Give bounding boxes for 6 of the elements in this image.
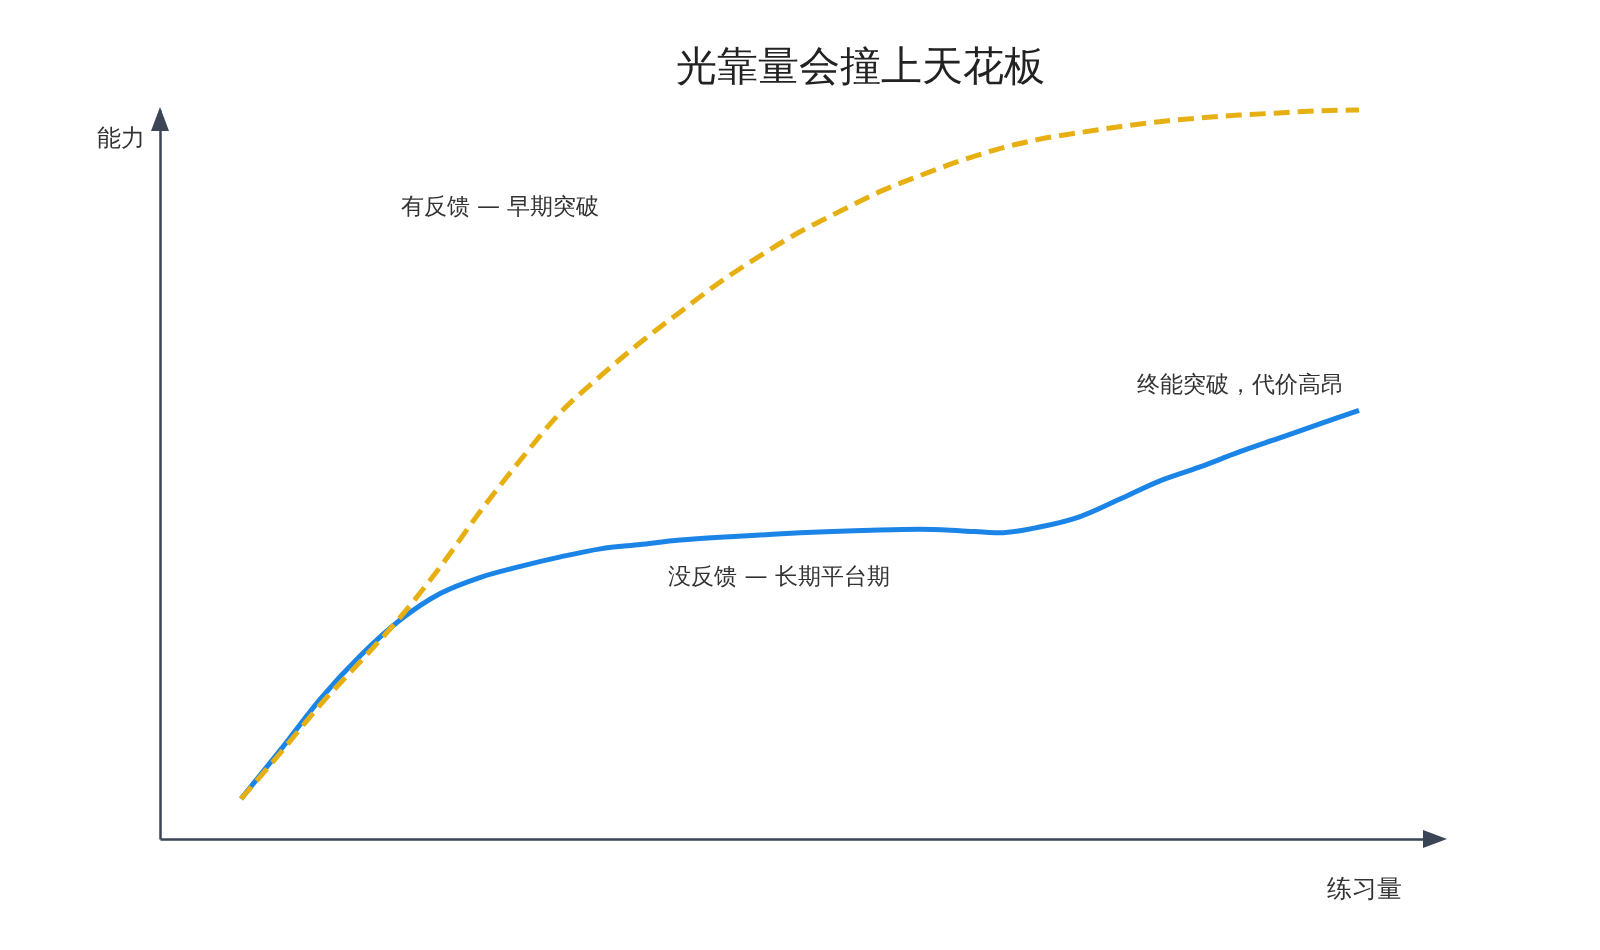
annotation: 有反馈 — 早期突破 xyxy=(400,193,600,219)
x-axis-title: 练习量 xyxy=(1326,873,1402,903)
y-axis-title: 能力 xyxy=(96,123,145,152)
series-label: 没反馈 — 长期平台期 xyxy=(668,563,890,589)
chart-title: 光靠量会撞上天花板 xyxy=(676,41,1045,90)
annotation: 终能突破，代价高昂 xyxy=(1136,371,1344,397)
